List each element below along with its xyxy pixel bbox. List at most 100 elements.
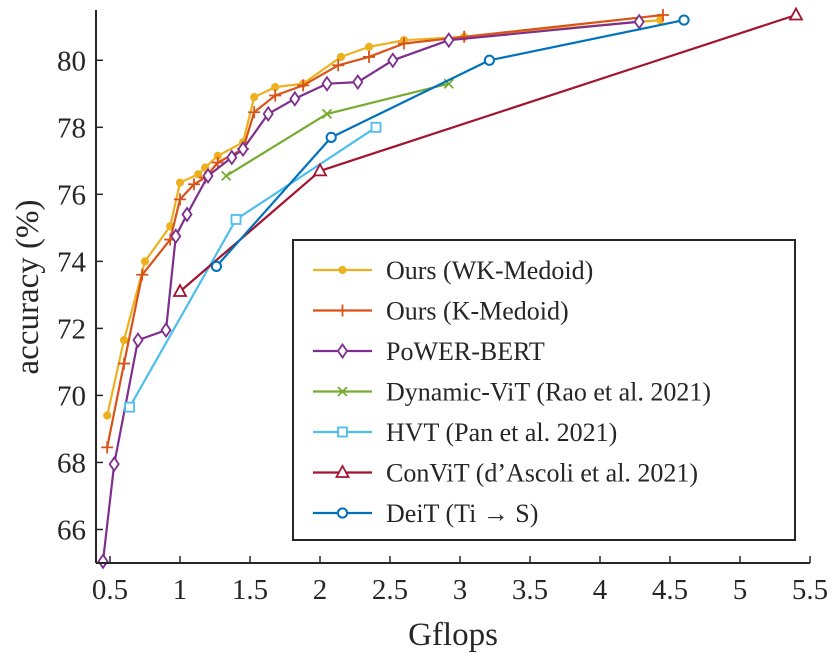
x-tick-label: 3.5	[512, 574, 548, 606]
data-point	[103, 411, 112, 420]
data-point	[140, 257, 150, 266]
legend-label: Ours (K-Medoid)	[386, 297, 569, 326]
x-tick-label: 5.5	[792, 574, 828, 606]
data-point	[250, 93, 259, 102]
x-tick-label: 2.5	[372, 574, 408, 606]
data-point	[248, 106, 261, 119]
data-point	[363, 50, 375, 63]
data-point	[174, 193, 186, 206]
x-ticks: 0.5 1 1.5 2 2.5 3 3.5 4 4.5 5 5.5	[92, 556, 828, 606]
series-group	[124, 121, 382, 413]
series-group	[172, 6, 804, 297]
legend-item: Ours (K-Medoid)	[313, 297, 569, 326]
data-point	[237, 141, 249, 158]
legend-label: Ours (WK-Medoid)	[386, 256, 593, 285]
data-point	[175, 178, 185, 187]
data-point	[221, 170, 232, 182]
data-point	[289, 90, 301, 107]
data-point	[332, 59, 345, 72]
data-point	[657, 9, 669, 22]
legend-swatch-marker	[336, 507, 349, 519]
data-point	[678, 14, 690, 26]
series-layer	[97, 6, 804, 570]
data-point	[297, 79, 310, 92]
data-point	[132, 332, 144, 349]
data-point	[262, 105, 274, 122]
legend-item: HVT (Pan et al. 2021)	[313, 418, 617, 447]
y-tick-label: 74	[57, 246, 87, 278]
data-point	[321, 108, 333, 120]
data-point	[443, 32, 455, 49]
x-tick-label: 3	[453, 574, 468, 606]
data-point	[124, 401, 135, 413]
legend-label: Dynamic-ViT (Rao et al. 2021)	[386, 378, 711, 407]
y-tick-label: 68	[57, 447, 86, 479]
x-tick-label: 1	[173, 574, 188, 606]
data-point	[194, 170, 203, 179]
data-point	[398, 37, 410, 50]
legend-item: Dynamic-ViT (Rao et al. 2021)	[313, 378, 711, 407]
data-point	[226, 149, 238, 166]
legend-item: ConViT (d’Ascoli et al. 2021)	[313, 459, 698, 488]
data-point	[210, 260, 222, 272]
legend-swatch-marker	[334, 464, 351, 478]
legend-item: DeiT (Ti → S)	[313, 499, 538, 528]
data-point	[118, 357, 130, 370]
data-point	[312, 162, 328, 177]
legend-swatch-marker	[338, 265, 347, 275]
legend-label: ConViT (d’Ascoli et al. 2021)	[386, 459, 698, 488]
y-axis-title: accuracy (%)	[10, 200, 46, 375]
data-point	[172, 283, 188, 297]
legend-items: Ours (WK-Medoid) Ours (K-Medoid) PoWER-BER…	[313, 256, 711, 528]
y-tick-label: 72	[57, 313, 86, 345]
x-axis-title: Gflops	[408, 617, 498, 653]
data-point	[788, 6, 804, 21]
data-point	[211, 156, 224, 169]
data-point	[160, 321, 172, 339]
series-line	[101, 20, 640, 562]
legend-swatch-marker	[337, 386, 348, 397]
legend-swatch-marker	[336, 342, 349, 360]
data-point	[108, 456, 120, 473]
y-tick-label: 66	[57, 514, 86, 546]
series-group	[97, 13, 645, 570]
data-point	[370, 121, 382, 133]
legend-swatch-marker	[336, 304, 349, 317]
x-tick-label: 0.5	[92, 574, 128, 606]
data-point	[321, 75, 333, 92]
y-tick-label: 76	[57, 179, 86, 211]
data-point	[633, 13, 645, 30]
data-point	[230, 214, 242, 225]
data-point	[336, 52, 346, 62]
legend-item: Ours (WK-Medoid)	[313, 256, 593, 285]
data-point	[136, 268, 149, 281]
y-tick-label: 70	[57, 380, 86, 412]
data-point	[364, 42, 374, 51]
data-point	[458, 30, 471, 43]
x-tick-label: 4	[593, 574, 608, 606]
data-point	[325, 131, 337, 143]
legend-swatch-marker	[337, 426, 348, 438]
data-point	[101, 441, 114, 454]
x-tick-label: 4.5	[652, 574, 688, 606]
legend-label: DeiT (Ti → S)	[386, 499, 538, 528]
data-point	[483, 54, 495, 66]
legend-box	[292, 239, 796, 541]
legend-label: HVT (Pan et al. 2021)	[386, 418, 617, 447]
x-tick-label: 5	[733, 574, 748, 606]
axes	[95, 10, 810, 564]
legend-label: PoWER-BERT	[386, 337, 545, 366]
legend-item: PoWER-BERT	[313, 337, 545, 366]
series-line	[215, 19, 685, 268]
y-tick-label: 80	[57, 45, 86, 77]
data-point	[170, 228, 182, 245]
data-point	[119, 336, 129, 345]
data-point	[181, 206, 193, 223]
data-point	[97, 553, 109, 570]
legend: Ours (WK-Medoid) Ours (K-Medoid) PoWER-BER…	[292, 239, 796, 541]
x-tick-label: 2	[313, 574, 328, 606]
series-group	[210, 14, 690, 272]
data-point	[387, 52, 399, 69]
data-point	[352, 73, 364, 91]
